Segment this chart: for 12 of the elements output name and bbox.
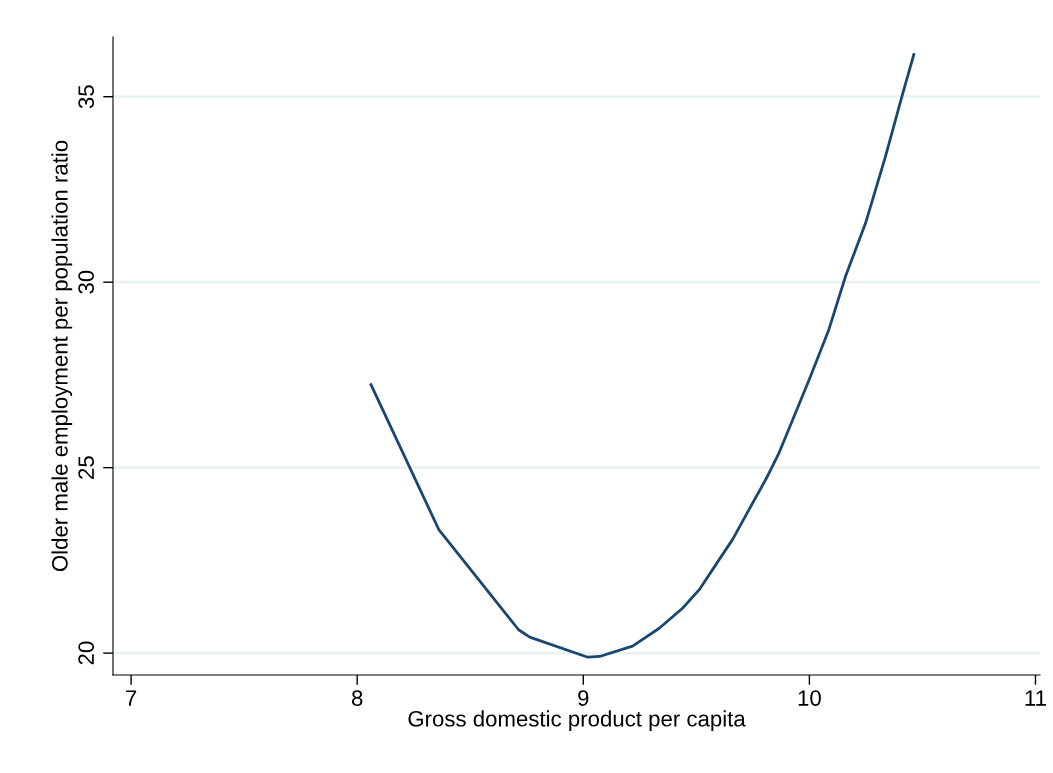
x-tick-label: 11: [1025, 690, 1046, 706]
x-tick-label: 10: [798, 690, 821, 706]
y-tick-label: 20: [78, 641, 95, 665]
x-tick-label: 8: [351, 690, 363, 706]
y-tick-label: 25: [78, 456, 95, 479]
x-axis-title: Gross domestic product per capita: [408, 710, 746, 732]
x-tick-label: 7: [126, 690, 137, 706]
y-tick-label: 35: [78, 85, 95, 109]
y-tick-label: 30: [78, 270, 95, 294]
y-axis-title: Older male employment per population ratio: [51, 140, 73, 572]
x-tick-label: 9: [578, 690, 589, 706]
line-series: [369, 53, 916, 659]
